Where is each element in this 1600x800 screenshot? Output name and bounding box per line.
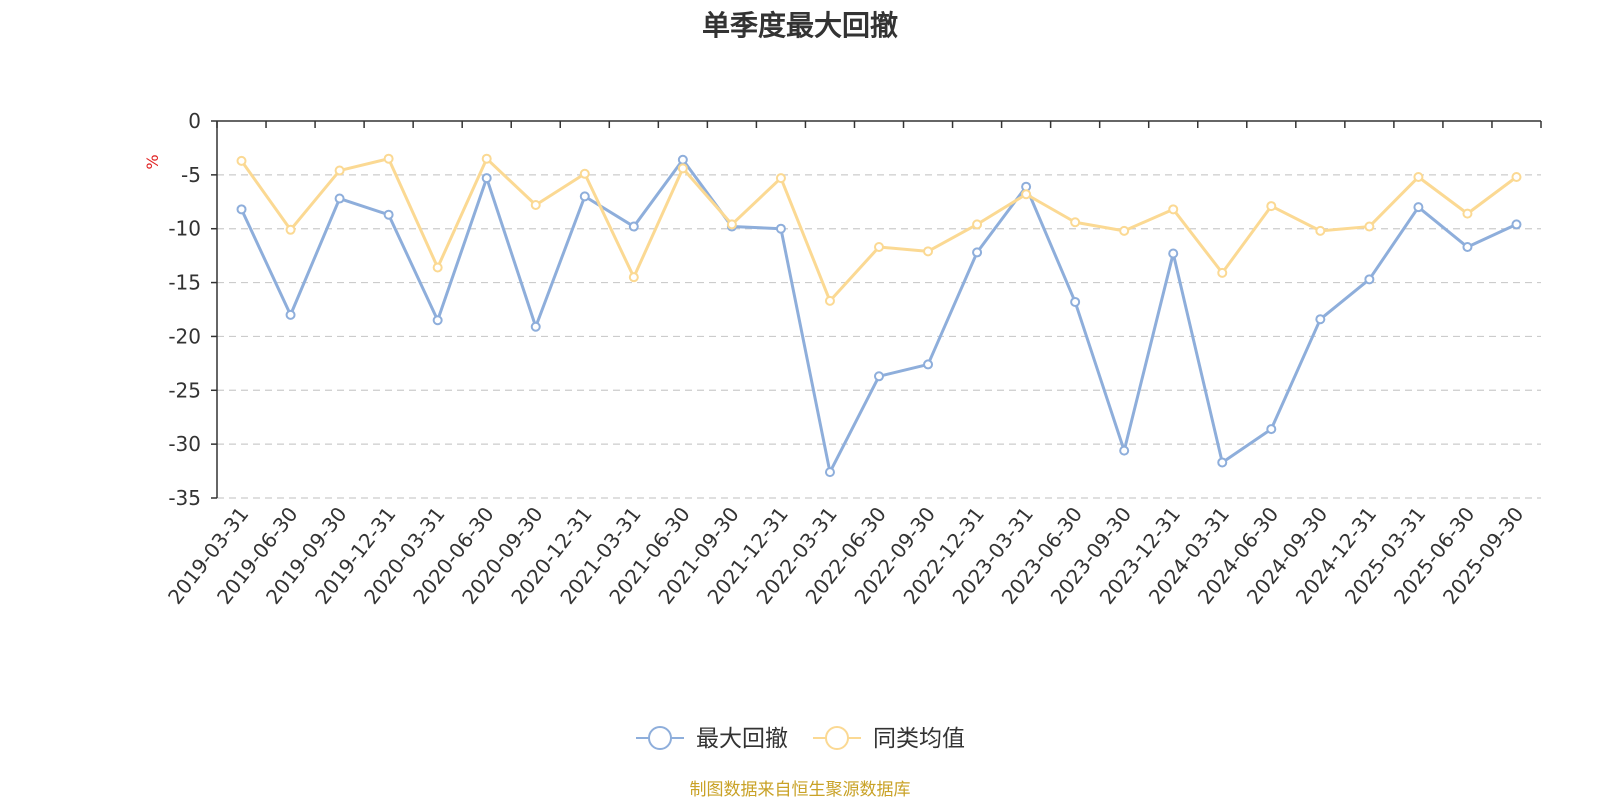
data-point-1	[1511, 172, 1522, 183]
data-point-1	[481, 153, 492, 164]
data-point-1	[1413, 172, 1424, 183]
data-point-1	[1462, 208, 1473, 219]
data-point-1	[1021, 189, 1032, 200]
y-tick-label: 0	[188, 109, 201, 133]
data-point-1	[628, 272, 639, 283]
data-point-1	[530, 200, 541, 211]
data-point-1	[1168, 204, 1179, 215]
data-source-note: 制图数据来自恒生聚源数据库	[689, 780, 911, 800]
data-point-0	[334, 193, 345, 204]
y-tick-label: -35	[168, 486, 201, 510]
y-tick-label: -20	[168, 324, 201, 348]
data-point-1	[923, 246, 934, 257]
data-point-0	[383, 209, 394, 220]
data-point-1	[579, 168, 590, 179]
data-point-1	[1266, 201, 1277, 212]
data-point-0	[1119, 445, 1130, 456]
data-point-0	[923, 359, 934, 370]
data-point-1	[1217, 267, 1228, 278]
data-point-0	[1511, 219, 1522, 230]
data-point-1	[1119, 225, 1130, 236]
data-point-0	[236, 204, 247, 215]
data-point-1	[775, 173, 786, 184]
data-point-1	[972, 219, 983, 230]
data-point-0	[775, 223, 786, 234]
data-point-0	[628, 221, 639, 232]
data-point-0	[1266, 424, 1277, 435]
data-point-1	[874, 242, 884, 253]
legend-label-1: 同类均值	[873, 726, 965, 752]
data-point-0	[1070, 296, 1081, 307]
data-point-0	[1462, 242, 1473, 253]
data-point-0	[481, 173, 492, 184]
series-line-1	[240, 157, 1518, 303]
data-point-1	[334, 165, 345, 176]
data-point-0	[1364, 274, 1375, 285]
data-point-0	[579, 191, 590, 202]
data-point-1	[1364, 221, 1375, 232]
data-point-0	[285, 309, 296, 320]
data-point-1	[1315, 225, 1326, 236]
data-point-1	[383, 153, 394, 164]
line-chart: 0-5-10-15-20-25-30-35%2019-03-312019-06-…	[143, 109, 1542, 752]
data-point-1	[1070, 217, 1081, 228]
data-point-1	[726, 219, 737, 230]
data-point-0	[972, 247, 983, 258]
legend-marker-1	[825, 726, 849, 750]
y-tick-label: -25	[168, 378, 201, 402]
series-line-0	[240, 158, 1518, 474]
data-point-0	[1413, 202, 1424, 213]
legend-marker-0	[648, 726, 672, 750]
data-point-0	[874, 371, 884, 382]
data-point-0	[824, 467, 835, 478]
data-point-1	[432, 262, 443, 273]
data-point-1	[824, 295, 835, 306]
data-point-0	[1217, 457, 1228, 468]
y-tick-label: -5	[181, 163, 201, 187]
data-point-1	[285, 224, 296, 235]
data-point-0	[1315, 314, 1326, 325]
y-axis-label: %	[143, 154, 162, 169]
data-point-1	[236, 155, 247, 166]
data-point-1	[677, 163, 688, 174]
data-point-0	[677, 154, 688, 165]
y-tick-label: -30	[168, 432, 201, 456]
y-tick-label: -15	[168, 271, 201, 295]
chart-title: 单季度最大回撤	[701, 9, 898, 42]
data-point-0	[432, 315, 443, 326]
data-point-0	[1168, 248, 1179, 259]
legend-label-0: 最大回撤	[696, 726, 788, 752]
y-tick-label: -10	[168, 217, 201, 241]
data-point-0	[530, 321, 541, 332]
